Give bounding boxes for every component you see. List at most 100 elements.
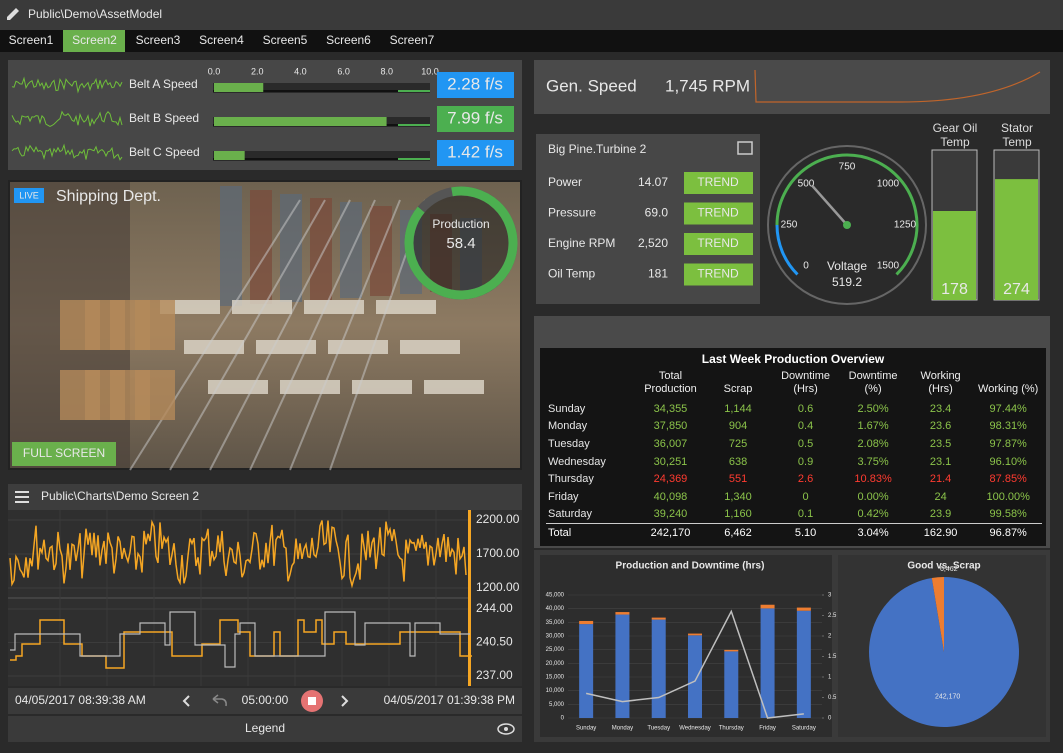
table-row: Wednesday 30,251 638 0.9 3.75% 23.1 96.10%	[546, 453, 1042, 471]
trend-button[interactable]	[684, 233, 753, 255]
trend-button[interactable]	[684, 172, 753, 194]
table-cell: Total	[546, 523, 637, 542]
gen-sparkline	[754, 69, 1041, 103]
boxes	[135, 300, 175, 350]
menu-icon[interactable]	[15, 501, 29, 503]
bar	[688, 635, 702, 718]
tab[interactable]: Screen4	[199, 33, 244, 47]
table-cell: 1,160	[724, 508, 752, 521]
pallet	[376, 300, 436, 314]
boxes	[135, 370, 175, 420]
production-table-panel: Last Week Production Overview Total Produ…	[540, 348, 1046, 546]
metric-name: Power	[548, 175, 582, 189]
stop-icon	[308, 697, 316, 705]
trend-button[interactable]	[684, 202, 753, 225]
gauge-tick-label: 1250	[894, 220, 917, 231]
y2-tick-label: 3	[828, 593, 832, 599]
y-tick-label: 237.00	[476, 668, 513, 682]
menu-icon[interactable]	[15, 496, 29, 498]
metric-value: 69.0	[645, 206, 669, 220]
temp-label: Gear Oil Temp	[932, 121, 978, 149]
table-cell: Sunday	[548, 402, 586, 415]
bar	[796, 610, 811, 718]
next-arrow[interactable]	[341, 695, 349, 707]
tab[interactable]: Screen2	[72, 33, 117, 47]
y-tick-label: 240.50	[476, 635, 513, 649]
gen-value: 1,745 RPM	[665, 76, 750, 95]
belt-label: Belt C Speed	[129, 145, 200, 159]
line	[585, 609, 804, 719]
bar	[796, 607, 811, 611]
bar	[651, 619, 666, 718]
eye-icon[interactable]	[497, 723, 515, 735]
y-tick-label: 20,000	[546, 661, 565, 667]
x-tick-label: Wednesday	[679, 726, 711, 732]
bar	[615, 614, 630, 718]
metric-name: Oil Temp	[548, 267, 595, 281]
sparkline	[11, 110, 123, 127]
table-cell: 87.85%	[989, 473, 1027, 486]
metric-value: 2,520	[638, 236, 668, 250]
trend-line-orange	[10, 619, 472, 669]
prev-button: 05:00:00	[242, 693, 289, 707]
shelf	[220, 186, 242, 306]
gauge-label: Voltage	[827, 259, 867, 273]
header-cell: Working (%)	[978, 383, 1039, 395]
trend-button-label[interactable]: TREND	[697, 236, 739, 250]
tab[interactable]: Screen1	[9, 33, 54, 47]
table-cell: Saturday	[548, 508, 593, 521]
chart-title: Good vs. Scrap	[907, 561, 980, 572]
total-row: Total 242,170 6,462 5.10 3.04% 162.90 96.87%	[546, 523, 1042, 542]
pallet	[328, 340, 388, 354]
trend-button[interactable]	[684, 263, 753, 286]
y-tick-label: 25,000	[546, 647, 565, 653]
y2-tick-label: 0	[828, 716, 832, 722]
trend-button-label[interactable]: TREND	[697, 175, 739, 189]
tab[interactable]: Screen5	[263, 33, 308, 47]
turbine-icon	[737, 141, 753, 155]
legend-label[interactable]: Legend	[245, 721, 285, 735]
table-cell: 34,355	[653, 402, 688, 415]
menu-icon[interactable]	[15, 491, 29, 493]
table-cell: 2.50%	[857, 402, 889, 415]
x-tick-label: Tuesday	[647, 726, 670, 732]
production-value: 58.4	[446, 235, 475, 252]
header-cell: Working (Hrs)	[920, 370, 961, 395]
camera-title: Shipping Dept.	[56, 188, 161, 205]
prev-arrow[interactable]	[182, 695, 190, 707]
range-end: 04/05/2017 01:39:38 PM	[384, 693, 515, 707]
tab[interactable]: Screen3	[136, 33, 181, 47]
scale-tick-label: 2.0	[251, 66, 264, 76]
table-row: Thursday 24,369 551 2.6 10.83% 21.4 87.85%	[546, 470, 1042, 488]
tab[interactable]: Screen6	[326, 33, 371, 47]
table-cell: 725	[728, 437, 748, 450]
table-cell: 2.08%	[857, 437, 889, 450]
tab[interactable]: Screen7	[390, 33, 435, 47]
y2-tick-label: 2	[828, 634, 832, 640]
table-cell: 0.00%	[857, 490, 889, 503]
temp-bar	[933, 211, 976, 300]
page-path: Public\Demo\AssetModel	[28, 7, 162, 21]
y-tick-label: 5,000	[549, 702, 565, 708]
table-cell: 40,098	[653, 490, 688, 503]
trend-button-label[interactable]: TREND	[697, 267, 739, 281]
table-cell: 0.9	[797, 455, 814, 468]
table-cell: 21.4	[929, 473, 952, 486]
full-screen-button[interactable]	[12, 442, 116, 466]
table: Total Production Scrap Downtime (Hrs) Downt…	[546, 368, 1042, 542]
table-cell: 1,144	[724, 402, 752, 415]
metric-value: 14.07	[638, 175, 668, 189]
y-tick-label: 45,000	[546, 593, 565, 599]
table-cell: 23.5	[929, 437, 952, 450]
full-screen-label[interactable]: FULL SCREEN	[23, 446, 105, 460]
pallet	[424, 380, 484, 394]
trend-button-label[interactable]: TREND	[697, 206, 739, 220]
undo-icon[interactable]	[212, 694, 227, 707]
conveyor	[249, 199, 376, 471]
active-tab[interactable]	[63, 30, 125, 52]
belt-bar	[214, 151, 245, 160]
edit-icon	[7, 8, 19, 20]
trend-axis-bg	[471, 510, 522, 686]
table-cell: Wednesday	[548, 455, 606, 468]
scale-tick-label: 8.0	[381, 66, 394, 76]
